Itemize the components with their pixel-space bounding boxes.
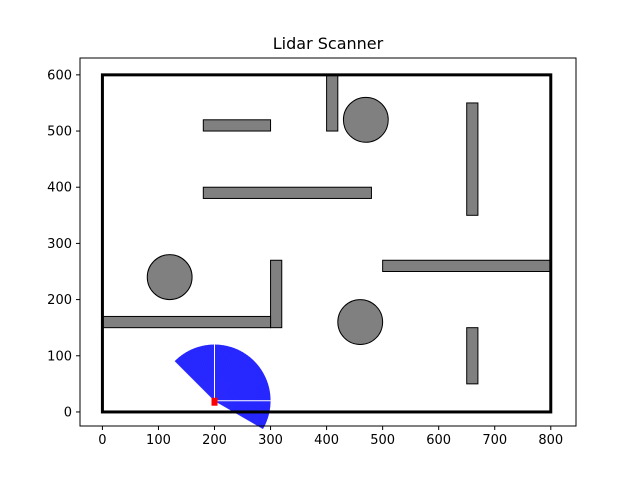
scan-ray <box>214 385 269 402</box>
obstacles-layer <box>101 74 552 385</box>
x-tick-label: 100 <box>146 433 171 448</box>
scan-ray <box>214 383 268 402</box>
scan-ray <box>214 400 265 427</box>
x-tick-label: 500 <box>370 433 395 448</box>
x-tick-label: 800 <box>538 433 563 448</box>
scan-ray <box>214 374 265 401</box>
scan-ray <box>214 394 271 402</box>
x-tick-label: 300 <box>258 433 283 448</box>
wall-obstacle <box>101 315 272 329</box>
y-tick-label: 600 <box>47 68 72 83</box>
scan-ray <box>214 362 257 401</box>
scan-ray <box>196 347 215 401</box>
scan-ray <box>214 344 221 401</box>
scan-ray <box>214 358 253 401</box>
scan-ray <box>214 345 224 401</box>
y-tick-label: 300 <box>47 237 72 252</box>
circle-obstacle <box>337 299 384 346</box>
scan-ray <box>183 353 215 401</box>
scan-ray <box>214 369 262 401</box>
wall-obstacle <box>382 259 552 272</box>
scan-ray <box>214 400 271 407</box>
scan-ray <box>214 346 230 401</box>
scan-ray <box>214 400 270 413</box>
y-tick-label: 200 <box>47 293 72 308</box>
scan-ray <box>214 377 266 401</box>
boundary-layer <box>100 73 553 414</box>
scan-ray <box>214 347 233 401</box>
scan-ray <box>214 388 270 402</box>
circle-obstacle <box>146 254 193 301</box>
scan-ray <box>214 360 255 401</box>
scan-ray <box>179 356 215 401</box>
scan-ray <box>194 348 215 401</box>
scan-ray <box>214 372 264 401</box>
scan-ray <box>214 349 238 401</box>
scan-ray <box>202 345 215 401</box>
wall-obstacle <box>466 102 479 216</box>
scan-ray <box>214 350 241 401</box>
x-tick-label: 0 <box>98 433 106 448</box>
scan-ray <box>208 344 215 401</box>
scan-ray <box>214 400 264 430</box>
scan-ray <box>214 380 267 401</box>
y-tick-label: 100 <box>47 349 72 364</box>
scan-ray <box>214 400 268 419</box>
y-tick-label: 0 <box>64 405 72 420</box>
x-tick-label: 200 <box>202 433 227 448</box>
ticks-layer: 0 100 200 300 400 500 600 700 800 0 100 200 300 400 50… <box>47 68 563 448</box>
scan-ray <box>186 351 215 401</box>
scan-ray <box>214 356 251 401</box>
scan-ray <box>191 349 215 401</box>
scan-ray <box>188 350 215 401</box>
x-tick-label: 700 <box>482 433 507 448</box>
scan-ray <box>214 400 270 410</box>
scan-ray <box>214 353 246 401</box>
wall-obstacle <box>270 259 283 329</box>
scan-ray <box>176 358 215 401</box>
scan-ray <box>199 346 215 401</box>
arena-boundary <box>100 73 553 414</box>
scan-ray <box>174 360 215 401</box>
robot-marker <box>211 397 218 406</box>
scan-layer <box>174 344 271 430</box>
scan-ray <box>214 365 259 401</box>
wall-obstacle <box>202 186 372 199</box>
x-tick-label: 600 <box>426 433 451 448</box>
robot-layer <box>211 397 218 406</box>
scan-ray <box>214 348 235 401</box>
wall-obstacle <box>202 119 272 132</box>
scan-ray <box>214 345 227 401</box>
scan-ray <box>214 391 270 402</box>
y-tick-label: 500 <box>47 125 72 140</box>
scan-ray <box>214 367 261 401</box>
x-tick-label: 400 <box>314 433 339 448</box>
scan-ray <box>205 345 215 401</box>
scan-ray <box>214 355 248 401</box>
circle-obstacle <box>342 96 389 143</box>
scan-ray <box>214 351 243 401</box>
axes-frame <box>79 57 577 427</box>
chart-title: Lidar Scanner <box>273 34 384 53</box>
y-tick-label: 400 <box>47 181 72 196</box>
wall-obstacle <box>326 74 339 132</box>
wall-obstacle <box>466 327 479 385</box>
scan-ray <box>181 355 215 401</box>
